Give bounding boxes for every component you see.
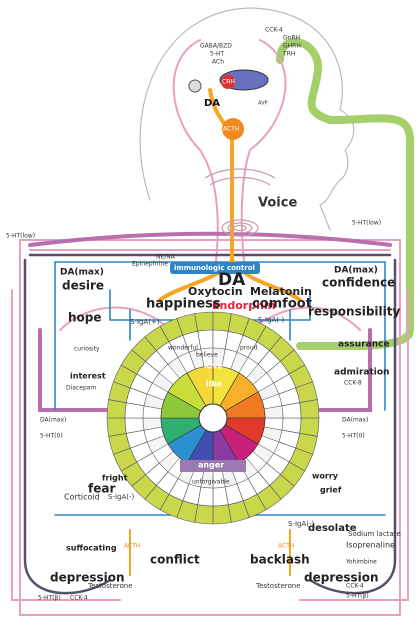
label: DA(max): [40, 417, 66, 424]
label: CCK-8: [344, 380, 362, 387]
label: 5-HT(0): [40, 433, 63, 440]
label: GnRH: [283, 35, 300, 42]
label: happiness: [146, 297, 221, 312]
label: assurance: [338, 340, 390, 350]
emotion-wheel: [107, 312, 319, 524]
label: Testosterone: [255, 582, 301, 590]
wheel-outer-seg: [195, 312, 213, 331]
label: confidence: [322, 276, 395, 290]
label: love: [204, 362, 223, 371]
label: NE/NA: [156, 254, 176, 261]
label: desire: [62, 279, 104, 293]
wheel-center: [199, 404, 227, 432]
label: anger: [198, 461, 224, 470]
label: GHRH: [283, 43, 301, 50]
label: grief: [320, 486, 342, 495]
label: DA(max): [334, 266, 378, 276]
label: responsibility: [308, 305, 400, 319]
label: 5-HT(low): [6, 233, 35, 240]
label: S-IgA(-): [258, 316, 285, 324]
label: curiosity: [74, 346, 100, 353]
label: like: [206, 380, 223, 389]
label: GABA/BZD: [200, 43, 232, 50]
label: CCK-4: [70, 595, 88, 602]
label: unforgivable: [192, 479, 230, 486]
label: ACh: [212, 59, 224, 66]
diagram: CCK-4GnRHGHRHTRHGABA/BZD5-HTAChCRHDAAVPA…: [0, 0, 420, 635]
label: admiration: [334, 368, 389, 378]
wheel-outer-seg: [300, 400, 319, 418]
label: Yohimbine: [345, 559, 377, 566]
label: conflict: [150, 553, 200, 567]
label: 5-HT: [210, 51, 224, 58]
wheel-outer-seg: [107, 418, 126, 436]
label: Testosterone: [87, 582, 133, 590]
label: ACTH: [124, 543, 140, 550]
label: CRH: [222, 79, 235, 86]
label: interest: [70, 372, 106, 381]
label: 5-HT(β): [346, 593, 369, 600]
label: Isoprenaline: [346, 541, 395, 550]
label: ACTH: [278, 543, 294, 550]
label: DA(max): [342, 417, 368, 424]
label: Sodium lactate: [348, 530, 401, 538]
label: S-IgA(-): [108, 493, 135, 501]
label: comfoot: [252, 297, 312, 312]
label: Diacepam: [66, 385, 96, 392]
label: suffocating: [66, 544, 117, 553]
label: 5-HT(0): [342, 433, 365, 440]
brain-node: [189, 80, 201, 92]
label: Corticoid: [64, 493, 100, 502]
label: hope: [68, 311, 102, 325]
label: depression: [304, 571, 379, 585]
label: 5-HT(β): [38, 595, 61, 602]
label: CCK-4: [346, 583, 364, 590]
label: worry: [312, 472, 339, 481]
label: backlash: [250, 553, 310, 567]
label: Voice: [258, 196, 297, 211]
label: believe: [196, 352, 218, 359]
label: CCK-4: [265, 27, 283, 34]
wheel-outer-seg: [213, 505, 231, 524]
label: DA(max): [60, 268, 104, 278]
label: DA: [204, 98, 220, 109]
label: AVP: [258, 101, 268, 107]
label: S-IgA(+): [130, 318, 160, 326]
label: 5-HT(low): [352, 220, 381, 227]
label: TRH: [282, 51, 295, 58]
label: Epinephrine: [132, 261, 168, 268]
label: proud: [240, 345, 258, 352]
label: wonderful: [168, 345, 198, 352]
label: ACTH: [223, 126, 239, 133]
